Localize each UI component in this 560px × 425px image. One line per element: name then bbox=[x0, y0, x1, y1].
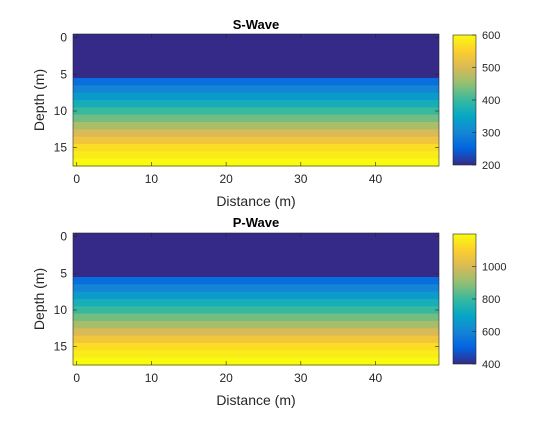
heatmap-row bbox=[73, 158, 439, 167]
x-tick-label: 10 bbox=[145, 371, 159, 385]
colorbar-tick-label: 500 bbox=[482, 63, 500, 75]
chart-title: P-Wave bbox=[233, 215, 279, 230]
y-tick-label: 5 bbox=[60, 266, 67, 280]
heatmap-row bbox=[73, 151, 439, 160]
heatmap-row bbox=[73, 350, 439, 359]
colorbar-tick-label: 400 bbox=[482, 359, 500, 371]
y-tick-label: 15 bbox=[54, 141, 68, 155]
colorbar-tick-label: 300 bbox=[482, 128, 500, 140]
x-axis-label: Distance (m) bbox=[216, 392, 295, 408]
heatmap-row bbox=[73, 284, 439, 293]
y-tick-label: 10 bbox=[54, 104, 68, 118]
colorbar-tick-label: 400 bbox=[482, 95, 500, 107]
axes-box bbox=[72, 232, 440, 366]
heatmap-row bbox=[73, 41, 439, 50]
chart-title: S-Wave bbox=[233, 17, 279, 32]
y-axis: 0 5 10 15 bbox=[54, 31, 439, 155]
x-tick-label: 40 bbox=[369, 371, 383, 385]
colorbar-tick-label: 800 bbox=[482, 294, 500, 306]
x-tick-label: 20 bbox=[219, 172, 233, 186]
heatmap-row bbox=[73, 70, 439, 79]
y-axis-label: Depth (m) bbox=[31, 268, 47, 330]
heatmap-row bbox=[73, 291, 439, 300]
x-tick-label: 20 bbox=[219, 371, 233, 385]
y-tick-label: 15 bbox=[54, 340, 68, 354]
heatmap-row bbox=[73, 255, 439, 263]
x-tick-label: 30 bbox=[294, 371, 308, 385]
heatmap-row bbox=[73, 240, 439, 249]
heatmap-row bbox=[73, 34, 439, 42]
colorbar-tick-label: 200 bbox=[482, 160, 500, 172]
x-tick-label: 30 bbox=[294, 172, 308, 186]
heatmap-row bbox=[73, 129, 439, 138]
heatmap-row bbox=[73, 357, 439, 366]
colorbar-ticks: 400 600 800 1000 bbox=[472, 262, 506, 371]
heatmap-row bbox=[73, 321, 439, 329]
heatmap-row bbox=[73, 306, 439, 315]
y-tick-label: 0 bbox=[60, 31, 67, 45]
y-tick-label: 0 bbox=[60, 230, 67, 244]
panel-p-wave: P-Wave 0 10 20 30 40 0 5 10 15 Distance (m) Dep… bbox=[31, 215, 506, 408]
x-axis: 0 10 20 30 40 bbox=[73, 34, 383, 186]
y-tick-label: 10 bbox=[54, 303, 68, 317]
heatmap-row bbox=[73, 85, 439, 94]
y-axis-label: Depth (m) bbox=[31, 69, 47, 131]
colorbar-tick-label: 600 bbox=[482, 30, 500, 42]
heatmap-row bbox=[73, 63, 439, 72]
y-axis: 0 5 10 15 bbox=[54, 230, 439, 354]
x-axis-label: Distance (m) bbox=[216, 193, 295, 209]
heatmap bbox=[73, 34, 439, 167]
heatmap-row bbox=[73, 343, 439, 351]
heatmap bbox=[73, 233, 439, 366]
heatmap-row bbox=[73, 299, 439, 307]
heatmap-row bbox=[73, 335, 439, 344]
heatmap-row bbox=[73, 136, 439, 145]
x-tick-label: 0 bbox=[73, 172, 80, 186]
colorbar-tick-label: 1000 bbox=[482, 262, 506, 274]
heatmap-row bbox=[73, 233, 439, 241]
colorbar-tick-label: 600 bbox=[482, 327, 500, 339]
heatmap-row bbox=[73, 144, 439, 152]
heatmap-row bbox=[73, 269, 439, 278]
heatmap-row bbox=[73, 313, 439, 322]
heatmap-row bbox=[73, 114, 439, 123]
x-axis: 0 10 20 30 40 bbox=[73, 233, 383, 385]
x-tick-label: 10 bbox=[145, 172, 159, 186]
heatmap-row bbox=[73, 247, 439, 256]
heatmap-row bbox=[73, 262, 439, 271]
x-tick-label: 40 bbox=[369, 172, 383, 186]
panel-s-wave: S-Wave 0 10 20 30 40 0 5 10 15 Distance (m) Dep… bbox=[31, 17, 500, 209]
y-tick-label: 5 bbox=[60, 67, 67, 81]
heatmap-row bbox=[73, 48, 439, 57]
heatmap-row bbox=[73, 122, 439, 130]
heatmap-row bbox=[73, 92, 439, 101]
colorbar-ticks: 200 300 400 500 600 bbox=[472, 30, 500, 172]
heatmap-row bbox=[73, 328, 439, 337]
heatmap-row bbox=[73, 78, 439, 86]
x-tick-label: 0 bbox=[73, 371, 80, 385]
heatmap-row bbox=[73, 277, 439, 285]
heatmap-row bbox=[73, 100, 439, 108]
axes-box bbox=[72, 33, 440, 167]
heatmap-row bbox=[73, 56, 439, 64]
heatmap-row bbox=[73, 107, 439, 116]
